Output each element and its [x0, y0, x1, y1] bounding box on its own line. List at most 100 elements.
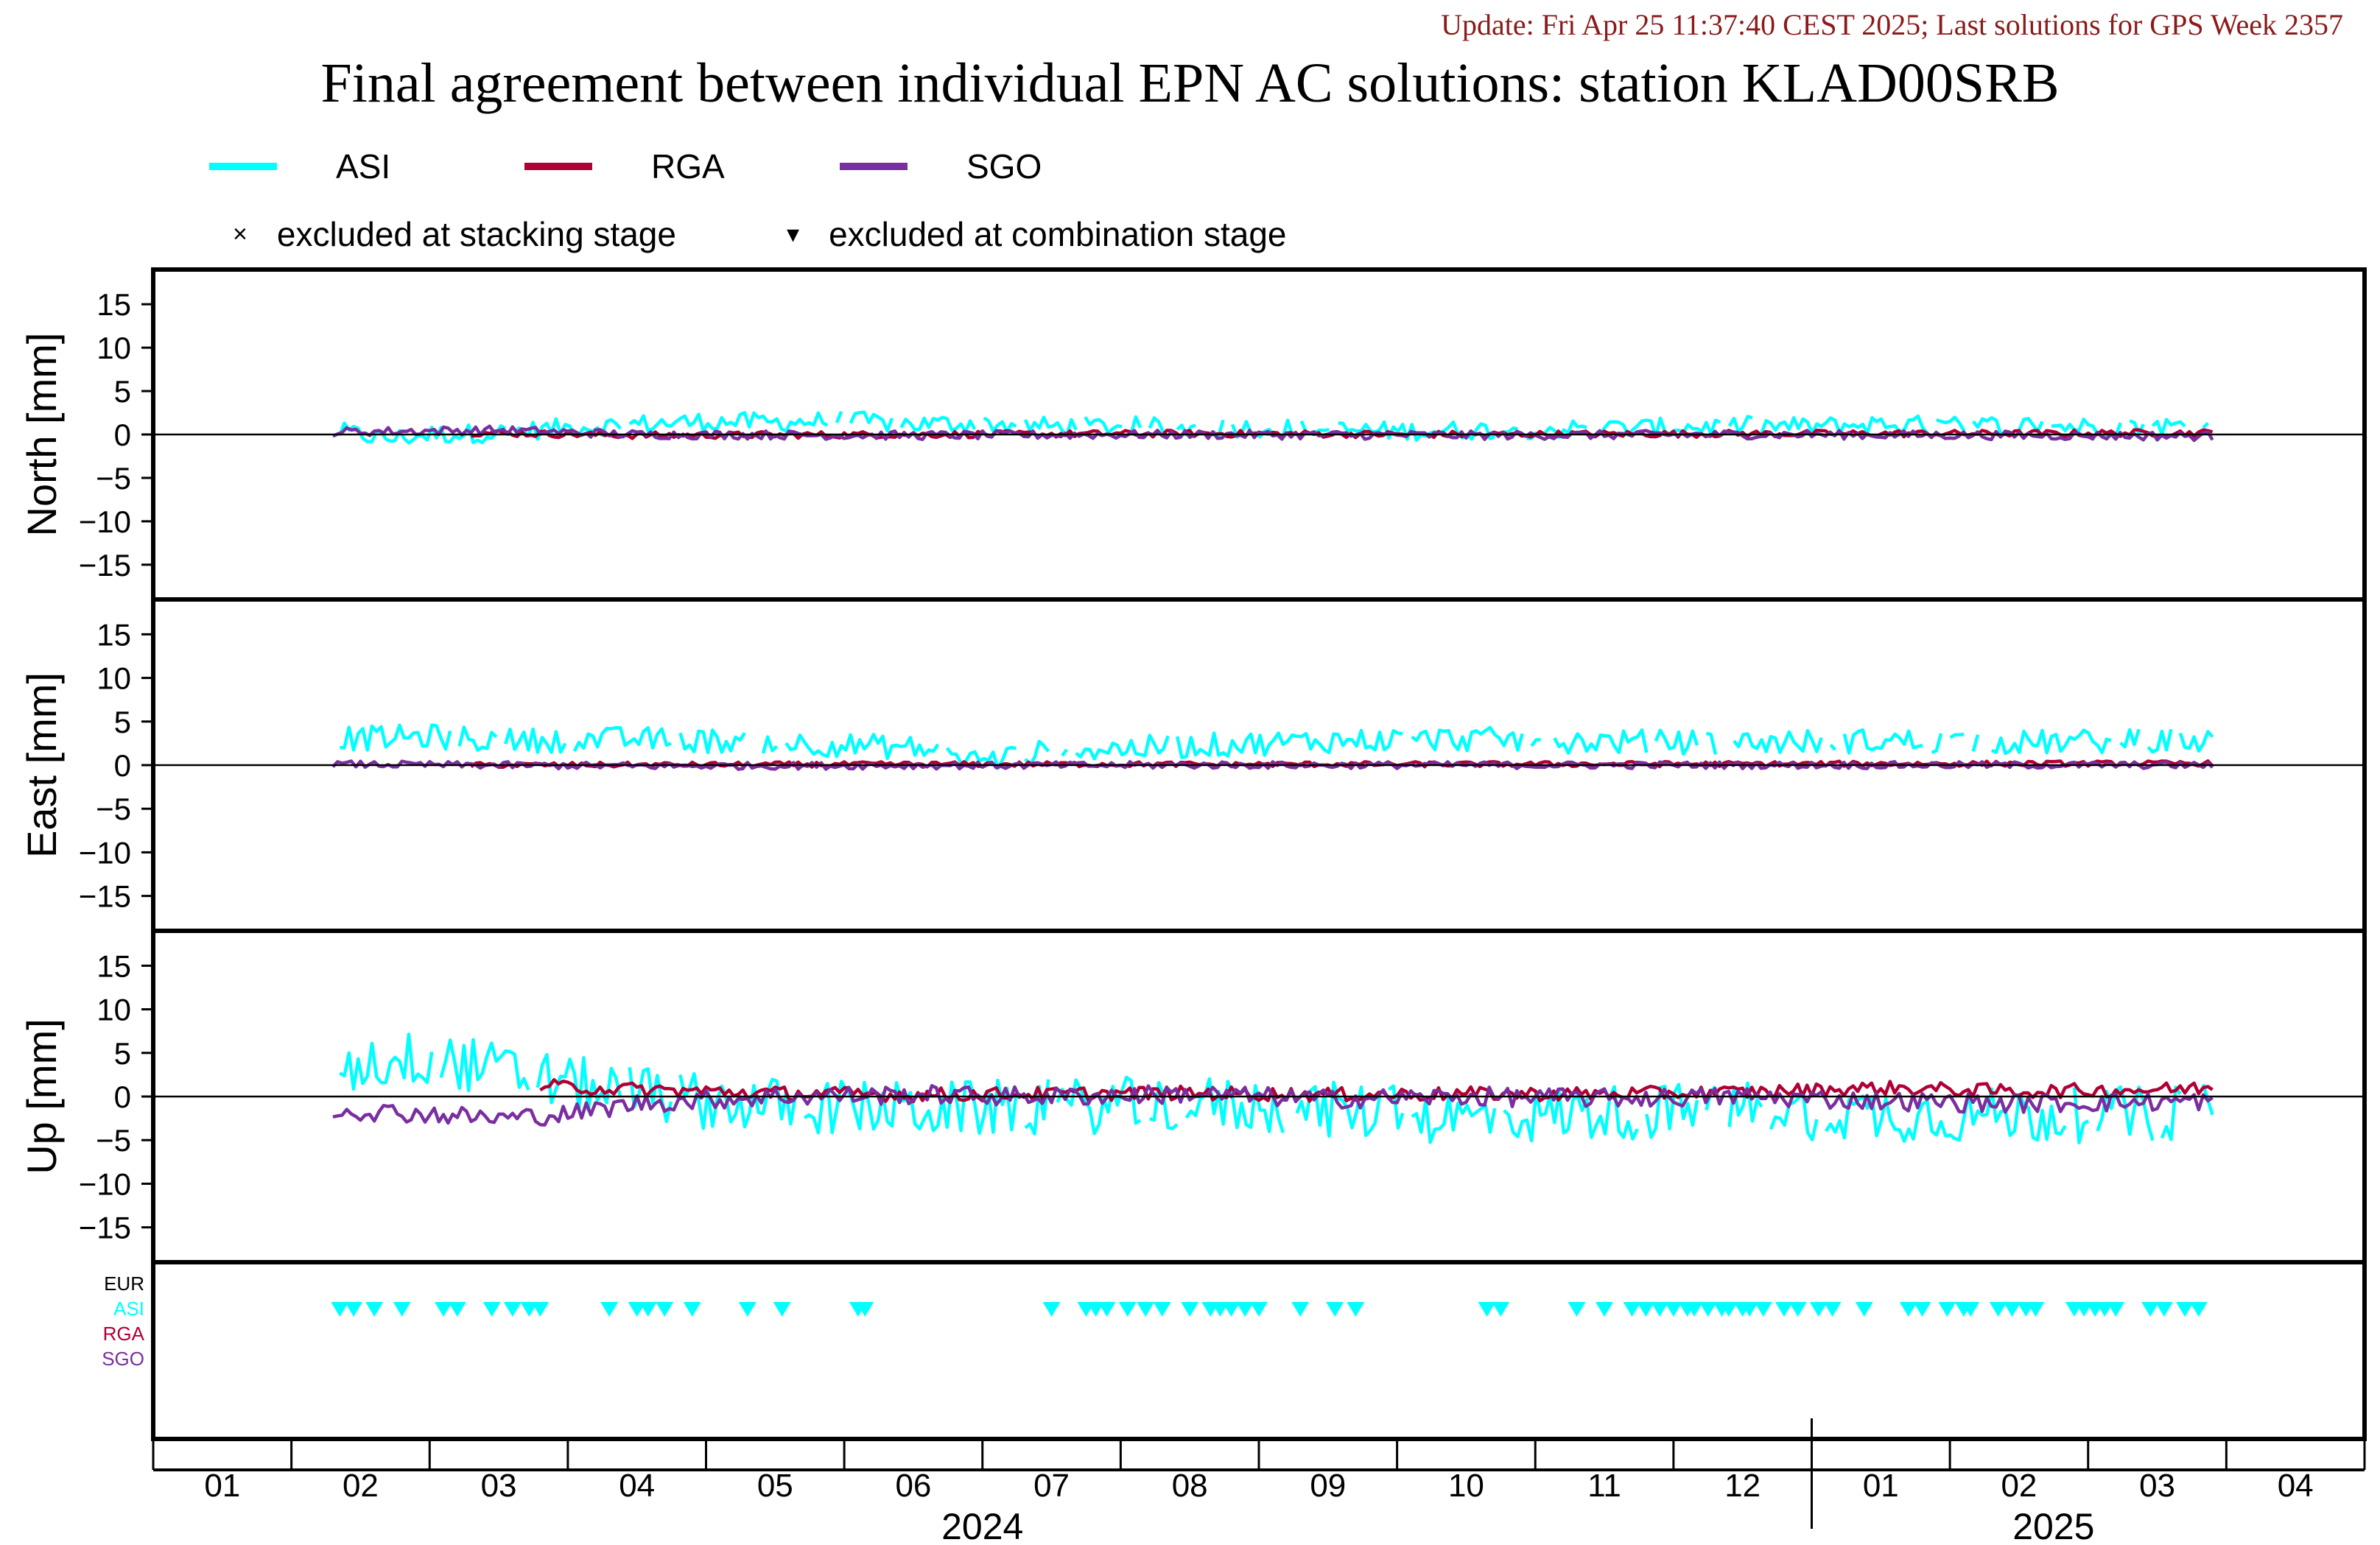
- legend-combination-exclusion: ▾ excluded at combination stage: [787, 212, 1286, 256]
- legend-line-sgo: [840, 163, 908, 170]
- exclusion-triangle-asi: [1250, 1302, 1268, 1317]
- exclusion-triangle-asi: [1651, 1302, 1669, 1317]
- exclusion-triangle-asi: [1211, 1302, 1229, 1317]
- exclusion-triangle-asi: [2176, 1302, 2194, 1317]
- y-tick-label: −15: [79, 879, 131, 914]
- legend-line-rga: [524, 163, 592, 170]
- y-tick-label: 5: [114, 374, 131, 409]
- x-month-label: 01: [204, 1468, 240, 1504]
- exclusion-triangle-asi: [393, 1302, 411, 1317]
- y-axis-label-up: Up [mm]: [18, 1018, 65, 1175]
- y-tick-label: −10: [79, 1166, 131, 1201]
- exclusion-triangle-asi: [482, 1302, 501, 1317]
- exclusion-triangle-asi: [1855, 1302, 1873, 1317]
- x-month-label: 09: [1310, 1468, 1346, 1504]
- exclusion-triangle-asi: [738, 1302, 757, 1317]
- y-tick-label: 10: [96, 331, 131, 365]
- exclusion-triangle-asi: [773, 1302, 791, 1317]
- exclusion-triangle-asi: [2155, 1302, 2173, 1317]
- exclusion-triangle-asi: [1347, 1302, 1365, 1317]
- x-month-label: 05: [757, 1468, 793, 1504]
- x-month-label: 02: [343, 1468, 379, 1504]
- series-line-asi: [340, 723, 2214, 770]
- y-tick-label: −5: [96, 461, 131, 496]
- exclusion-triangle-asi: [1823, 1302, 1842, 1317]
- exclusion-triangle-asi: [1699, 1302, 1717, 1317]
- exclusion-triangle-asi: [1809, 1302, 1828, 1317]
- x-month-label: 01: [1863, 1468, 1899, 1504]
- exclusion-triangle-asi: [345, 1302, 363, 1317]
- exclusion-triangle-asi: [2075, 1302, 2093, 1317]
- legend-stacking-exclusion: × excluded at stacking stage: [233, 212, 676, 256]
- exclusion-triangle-asi: [1754, 1302, 1772, 1317]
- exclusion-triangle-asi: [1222, 1302, 1240, 1317]
- x-month-label: 11: [1587, 1468, 1621, 1504]
- exclusion-triangle-asi: [331, 1302, 349, 1317]
- x-year-label: 2024: [941, 1506, 1023, 1545]
- legend-label-sgo: SGO: [966, 147, 1042, 186]
- x-month-label: 03: [2139, 1468, 2175, 1504]
- exclusion-triangle-asi: [1087, 1302, 1105, 1317]
- exclusion-triangle-asi: [503, 1302, 522, 1317]
- y-tick-label: 0: [114, 748, 131, 783]
- y-tick-label: 15: [96, 949, 131, 983]
- exclusion-row-label-asi: ASI: [113, 1298, 144, 1320]
- y-tick-label: −15: [79, 1211, 131, 1245]
- exclusion-triangle-asi: [2141, 1302, 2160, 1317]
- y-tick-label: −10: [79, 835, 131, 870]
- series-line-asi: [339, 1032, 2214, 1144]
- legend-label-rga: RGA: [651, 147, 725, 186]
- exclusion-triangle-asi: [1741, 1302, 1759, 1317]
- x-month-label: 02: [2001, 1468, 2037, 1504]
- exclusion-triangle-asi: [1719, 1302, 1738, 1317]
- exclusion-triangle-asi: [1989, 1302, 2007, 1317]
- exclusion-row-label-rga: RGA: [103, 1323, 145, 1345]
- exclusion-triangle-asi: [1478, 1302, 1496, 1317]
- exclusion-triangle-asi: [520, 1302, 538, 1317]
- stacking-exclusion-label: excluded at stacking stage: [276, 215, 676, 253]
- exclusion-triangle-asi: [1596, 1302, 1614, 1317]
- exclusion-triangle-asi: [1938, 1302, 1956, 1317]
- exclusion-triangle-asi: [1137, 1302, 1155, 1317]
- exclusion-row-label-sgo: SGO: [102, 1348, 144, 1370]
- x-month-label: 04: [2278, 1468, 2314, 1504]
- x-month-label: 08: [1172, 1468, 1208, 1504]
- exclusion-triangle-asi: [1181, 1302, 1199, 1317]
- cross-icon: ×: [233, 219, 248, 248]
- y-tick-label: 10: [96, 993, 131, 1027]
- exclusion-triangle-asi: [1042, 1302, 1061, 1317]
- legend-item-rga: RGA: [524, 144, 725, 189]
- exclusion-triangle-asi: [639, 1302, 657, 1317]
- y-tick-label: −10: [79, 504, 131, 539]
- y-tick-label: 10: [96, 661, 131, 696]
- exclusion-triangle-asi: [628, 1302, 646, 1317]
- y-tick-label: 0: [114, 1080, 131, 1114]
- y-tick-label: 15: [96, 617, 131, 652]
- exclusion-triangle-asi: [1118, 1302, 1137, 1317]
- exclusion-triangle-asi: [1685, 1302, 1704, 1317]
- y-tick-label: −5: [96, 1123, 131, 1158]
- x-month-label: 06: [895, 1468, 931, 1504]
- x-month-label: 12: [1724, 1468, 1761, 1504]
- triangle-down-icon: ▾: [787, 220, 800, 248]
- exclusion-triangle-asi: [1326, 1302, 1344, 1317]
- exclusion-triangle-asi: [1913, 1302, 1931, 1317]
- legend-item-sgo: SGO: [840, 144, 1042, 189]
- x-year-label: 2025: [2012, 1506, 2094, 1545]
- x-month-label: 04: [619, 1468, 655, 1504]
- x-month-label: 07: [1033, 1468, 1070, 1504]
- chart-title: Final agreement between individual EPN A…: [320, 52, 2060, 114]
- exclusion-triangle-asi: [531, 1302, 550, 1317]
- exclusion-triangle-asi: [656, 1302, 674, 1317]
- exclusion-triangle-asi: [1788, 1302, 1807, 1317]
- exclusion-panel-frame: [151, 1260, 2367, 1441]
- legend-line-asi: [209, 163, 277, 170]
- y-axis-label-east: East [mm]: [18, 672, 65, 858]
- exclusion-row-label-eur: EUR: [104, 1273, 144, 1295]
- x-month-label: 10: [1448, 1468, 1484, 1504]
- exclusion-triangle-asi: [2003, 1302, 2021, 1317]
- exclusion-triangle-asi: [2026, 1302, 2045, 1317]
- y-tick-label: 5: [114, 1036, 131, 1071]
- exclusion-triangle-asi: [1623, 1302, 1641, 1317]
